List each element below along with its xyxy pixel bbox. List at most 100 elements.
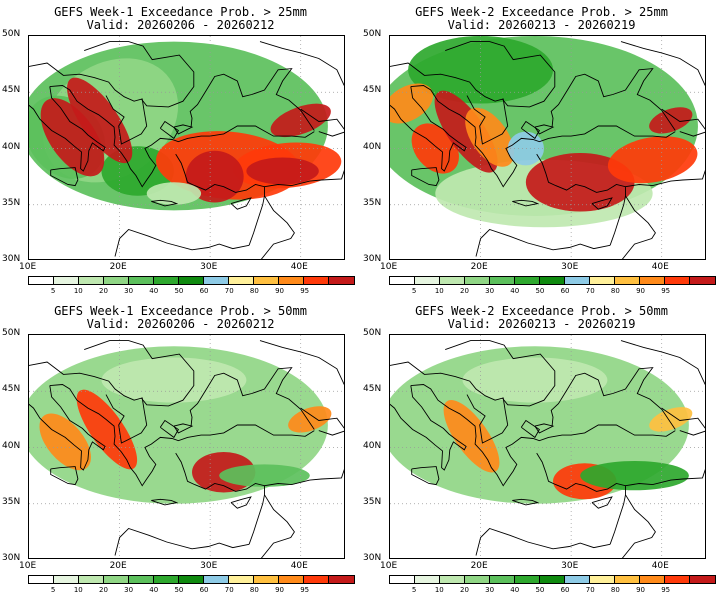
coastline: [151, 498, 179, 506]
coastline: [264, 169, 344, 188]
coastline: [475, 527, 611, 556]
colorbar-label: 30: [485, 287, 495, 295]
coastline: [29, 385, 106, 471]
probability-contour: [411, 123, 459, 174]
lon-label: 10E: [380, 561, 398, 571]
colorbar-label: 30: [124, 287, 134, 295]
coastline: [520, 120, 540, 140]
colorbar-swatch: [29, 576, 54, 583]
coastline: [49, 85, 315, 188]
lon-label: 10E: [19, 561, 37, 571]
colorbar-swatch: [79, 576, 104, 583]
lat-label: 45N: [2, 384, 21, 395]
colorbar-swatch: [204, 277, 229, 284]
panel-title: GEFS Week-1 Exceedance Prob. > 25mm: [54, 5, 307, 19]
coastline: [390, 361, 509, 444]
colorbar-swatch: [665, 277, 690, 284]
colorbar-label: 80: [610, 586, 620, 594]
colorbar-label: 20: [459, 287, 469, 295]
lat-label: 50N: [2, 29, 21, 39]
colorbar-swatch: [229, 576, 254, 583]
colorbar-swatch: [154, 576, 179, 583]
colorbar-label: 90: [636, 586, 645, 594]
panel-valid-dates: Valid: 20260206 - 20260212: [86, 18, 275, 32]
colorbar-swatch: [615, 576, 640, 583]
colorbar-swatch: [590, 277, 615, 284]
colorbar-label: 60: [199, 586, 209, 594]
probability-contour: [649, 407, 693, 432]
colorbar: [28, 575, 355, 584]
colorbar-label: 70: [224, 287, 234, 295]
coastline: [536, 153, 626, 246]
lon-label: 40E: [290, 561, 308, 571]
coastline: [300, 108, 344, 137]
colorbar-label: 10: [434, 586, 444, 594]
colorbar-swatch: [540, 576, 565, 583]
coastline: [173, 124, 194, 135]
colorbar: [389, 276, 716, 285]
coastline: [625, 468, 705, 487]
coastline: [175, 153, 265, 246]
probability-field: [29, 335, 344, 558]
coastline: [159, 120, 179, 140]
map-area: [28, 35, 345, 260]
coastline: [390, 385, 467, 471]
coastline: [189, 68, 315, 131]
colorbar-swatch: [254, 576, 279, 583]
coastline: [591, 496, 613, 509]
colorbar-label: 50: [535, 287, 545, 295]
colorbar: [28, 276, 355, 285]
coastline: [259, 340, 344, 385]
colorbar-swatch: [390, 576, 415, 583]
coastline: [534, 124, 555, 135]
colorbar-swatch: [304, 576, 329, 583]
lon-label: 30E: [200, 262, 218, 272]
colorbar-swatch: [590, 576, 615, 583]
coastline: [550, 68, 676, 131]
coastline: [29, 86, 106, 172]
coastline: [264, 468, 344, 487]
probability-field: [29, 36, 344, 259]
coastline: [114, 527, 250, 556]
probability-contour: [443, 400, 500, 473]
lat-label: 50N: [2, 328, 21, 338]
colorbar-swatch: [565, 576, 590, 583]
coastline: [173, 423, 194, 434]
probability-contour: [246, 157, 319, 185]
coastline: [230, 197, 252, 210]
colorbar-swatch: [129, 576, 154, 583]
coastline: [84, 340, 195, 407]
lon-label: 30E: [561, 561, 579, 571]
colorbar-swatch: [515, 576, 540, 583]
coastline: [591, 197, 613, 210]
colorbar-label: 40: [149, 586, 159, 594]
probability-contour: [408, 36, 554, 104]
colorbar-swatch: [79, 277, 104, 284]
colorbar-label: 50: [174, 586, 184, 594]
lon-label: 40E: [651, 262, 669, 272]
colorbar-swatch: [565, 277, 590, 284]
colorbar-label: 60: [560, 586, 570, 594]
colorbar-label: 40: [510, 586, 520, 594]
colorbar-label: 80: [249, 287, 259, 295]
colorbar-swatch: [154, 277, 179, 284]
coastline: [661, 407, 705, 436]
map-panel-2: GEFS Week-2 Exceedance Prob. > 25mm Valid…: [361, 0, 722, 299]
lat-label: 40N: [2, 141, 21, 152]
coastline: [230, 496, 252, 509]
colorbar-swatch: [29, 277, 54, 284]
colorbar-swatch: [304, 277, 329, 284]
colorbar-label: 20: [98, 586, 108, 594]
panel-valid-dates: Valid: 20260213 - 20260219: [447, 317, 636, 331]
lon-label: 20E: [109, 262, 127, 272]
coastline: [410, 85, 676, 188]
colorbar-swatch: [465, 277, 490, 284]
colorbar-label: 10: [73, 586, 83, 594]
coastline: [50, 167, 79, 187]
colorbar-swatch: [690, 277, 715, 284]
coastline: [621, 494, 656, 558]
coastline: [159, 419, 179, 439]
coastline: [390, 86, 467, 172]
lon-label: 40E: [651, 561, 669, 571]
lon-label: 10E: [19, 262, 37, 272]
